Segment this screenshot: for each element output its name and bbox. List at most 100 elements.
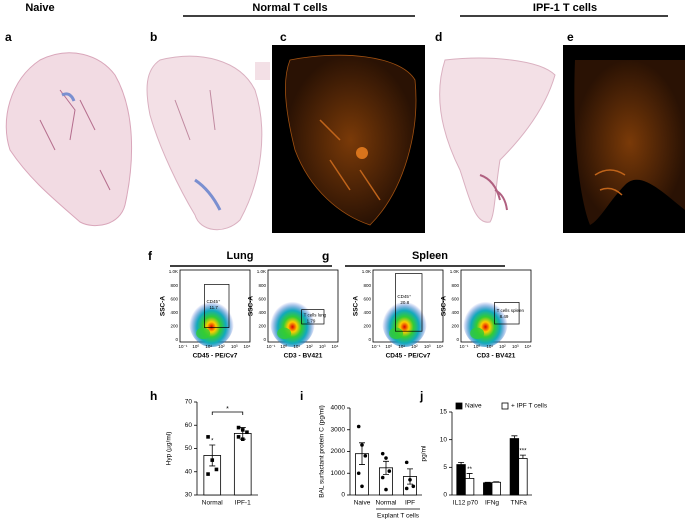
x-axis-label: CD45 - PE/Cv7 xyxy=(193,353,238,360)
y-axis-label: Hyp (µg/ml) xyxy=(166,432,173,466)
x-tick-label: 10⁻¹ xyxy=(460,344,469,349)
y-tick-label: 0 xyxy=(368,337,371,342)
y-tick-label: 0 xyxy=(263,337,266,342)
x-tick-label: IL12 p70 xyxy=(453,500,479,507)
error-bar xyxy=(519,454,526,459)
x-tick-label: 10⁰ xyxy=(280,344,287,349)
bar xyxy=(456,464,466,496)
group-label: Explant T cells xyxy=(377,513,420,520)
legend-label: Naive xyxy=(465,403,482,410)
error-bar xyxy=(458,461,465,465)
y-tick-label: 1.0K xyxy=(362,269,371,274)
error-bar xyxy=(209,444,216,467)
y-tick-label: 800 xyxy=(258,283,266,288)
y-tick-label: 70 xyxy=(185,399,193,406)
y-axis-label: BAL surfactant protein C (pg/ml) xyxy=(319,405,326,498)
y-tick-label: 1.0K xyxy=(257,269,266,274)
data-point xyxy=(384,487,388,492)
panel-letter: f xyxy=(148,249,153,263)
data-point xyxy=(360,484,364,489)
density-core xyxy=(196,327,211,340)
fluorescence-c xyxy=(272,45,425,233)
panel-letter: g xyxy=(322,249,329,263)
significance: *** xyxy=(519,449,527,455)
data-point xyxy=(384,456,388,460)
y-tick-label: 600 xyxy=(451,296,459,301)
data-point xyxy=(408,477,412,482)
x-tick-label: 10³ xyxy=(319,344,326,349)
y-tick-label: 800 xyxy=(451,283,459,288)
significance-bracket xyxy=(211,411,244,415)
bar xyxy=(491,481,501,496)
data-point xyxy=(245,430,249,435)
x-tick-label: 10⁴ xyxy=(332,344,339,349)
flow-title: Spleen xyxy=(412,250,448,262)
x-tick-label: 10³ xyxy=(512,344,519,349)
data-point xyxy=(404,460,409,465)
x-tick-label: 10⁻¹ xyxy=(372,344,381,349)
y-tick-label: 800 xyxy=(170,283,178,288)
x-tick-label: 10² xyxy=(218,344,225,349)
x-tick-label: 10⁻¹ xyxy=(267,344,276,349)
significance: * xyxy=(211,439,214,445)
gate xyxy=(494,302,520,325)
x-tick-label: 10⁴ xyxy=(437,344,444,349)
y-tick-label: 0 xyxy=(175,337,178,342)
x-axis-label: CD3 - BV421 xyxy=(284,353,323,360)
histology-b xyxy=(146,55,270,231)
gate xyxy=(301,309,325,325)
flow-plot: CD45⁺20.8 1.0K 800 600 400 200 010⁻¹ 10⁰ 10¹ 10² 1… xyxy=(353,269,444,360)
y-tick-label: 3000 xyxy=(331,426,346,433)
y-tick-label: 10 xyxy=(440,436,448,443)
legend-swatch xyxy=(455,402,463,410)
data-point xyxy=(356,424,361,429)
flow-plot: CD45⁺11.7 1.0K 800 600 400 200 010⁻¹ 10⁰ 10¹ 10² 1… xyxy=(160,269,251,360)
x-tick-label: IFNg xyxy=(485,500,499,507)
error-bar xyxy=(484,481,491,483)
y-tick-label: 400 xyxy=(451,310,459,315)
x-tick-label: 10¹ xyxy=(205,344,212,349)
significance: * xyxy=(226,406,229,413)
panel-letter: i xyxy=(300,389,303,403)
x-tick-label: 10⁴ xyxy=(244,344,251,349)
header: IPF-1 T cells xyxy=(533,2,597,14)
bar xyxy=(464,477,475,496)
x-tick-label: 10⁻¹ xyxy=(179,344,188,349)
x-tick-label: IPF-1 xyxy=(235,500,251,507)
data-point xyxy=(206,472,210,476)
y-tick-label: 600 xyxy=(258,296,266,301)
header: Naive xyxy=(25,2,54,14)
y-tick-label: 0 xyxy=(456,337,459,342)
gate xyxy=(204,284,230,328)
error-bar xyxy=(407,468,413,485)
x-tick-label: 10² xyxy=(411,344,418,349)
y-tick-label: 2000 xyxy=(331,448,346,455)
y-axis-label: SSC-A xyxy=(441,296,448,317)
bar xyxy=(483,482,493,496)
data-point xyxy=(380,451,385,456)
density-core xyxy=(470,327,485,340)
x-tick-label: 10² xyxy=(499,344,506,349)
gate-value: 20.8 xyxy=(400,300,409,305)
panel-letter: h xyxy=(150,389,157,403)
error-bar xyxy=(511,435,518,439)
y-tick-label: 200 xyxy=(170,324,178,329)
data-point xyxy=(210,458,215,462)
legend-swatch xyxy=(501,402,509,410)
y-tick-label: 15 xyxy=(440,409,448,416)
flow-title: Lung xyxy=(227,250,254,262)
y-tick-label: 600 xyxy=(170,296,178,301)
gate-name: T cells spleen xyxy=(497,308,525,313)
y-tick-label: 400 xyxy=(258,310,266,315)
y-axis-label: pg/ml xyxy=(421,445,428,461)
x-axis-label: CD3 - BV421 xyxy=(477,353,516,360)
data-point xyxy=(356,471,361,476)
histology-d xyxy=(439,57,556,223)
x-tick-label: 10⁰ xyxy=(385,344,392,349)
y-axis-label: SSC-A xyxy=(353,296,360,317)
y-tick-label: 50 xyxy=(185,445,193,452)
y-tick-label: 30 xyxy=(185,492,193,499)
x-tick-label: 10³ xyxy=(424,344,431,349)
